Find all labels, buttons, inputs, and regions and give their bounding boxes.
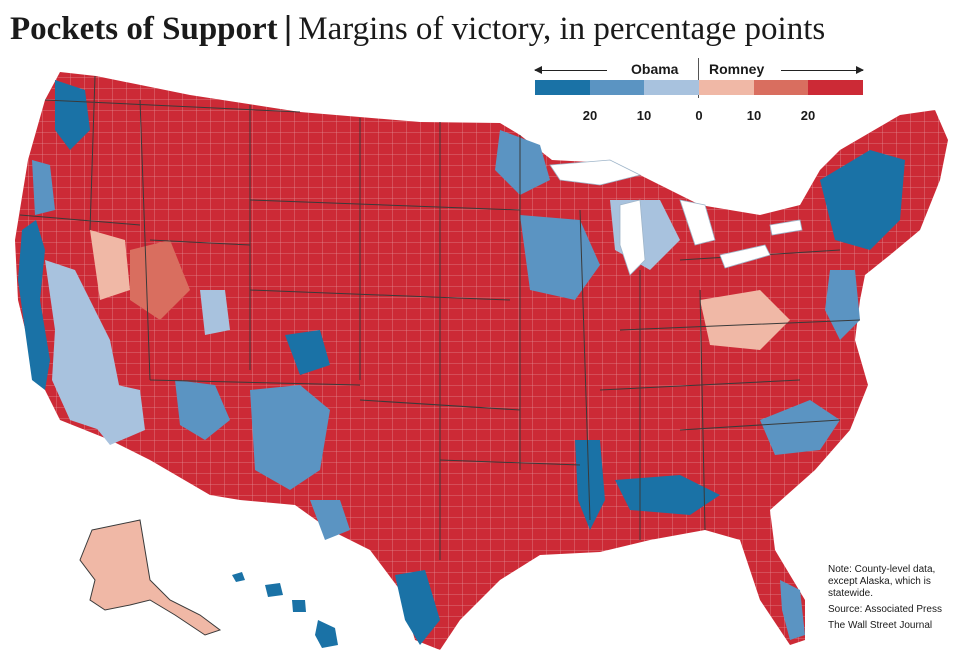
northeast-cluster (820, 150, 905, 250)
title-separator: | (283, 9, 293, 46)
southern-california-cluster (90, 380, 145, 445)
us-county-map (15, 72, 948, 650)
lake-ontario (769, 219, 803, 236)
arrow-right-icon (781, 66, 864, 74)
hawaii (232, 572, 338, 648)
lake-huron (679, 199, 716, 246)
hawaii-island-big (315, 620, 338, 648)
arizona-cluster (175, 380, 230, 440)
south-florida-cluster (780, 580, 805, 640)
legend-swatches (535, 80, 864, 95)
note-line: except Alaska, which is (828, 576, 931, 587)
great-lakes (549, 159, 803, 276)
new-mexico-cluster (250, 385, 330, 490)
note-line: statewide. (828, 588, 874, 599)
swatch-romney-mid (753, 80, 809, 95)
border-midwest-vertical (519, 135, 706, 540)
minnesota-cluster (495, 130, 550, 195)
map-notes: Note: County-level data, except Alaska, … (828, 564, 958, 632)
oregon-coast-cluster (32, 160, 55, 215)
color-legend: Obama Romney 20 10 0 10 20 (534, 58, 865, 128)
title-subtitle: Margins of victory, in percentage points (298, 11, 826, 47)
legend-divider (698, 58, 699, 98)
border-central-north (249, 105, 441, 560)
south-texas-cluster (395, 570, 440, 645)
map-title: Pockets of Support | Margins of victory, i… (10, 8, 825, 49)
upper-midwest-cluster (520, 215, 600, 300)
pacific-coast-cluster (18, 220, 50, 390)
legend-ticks: 20 10 0 10 20 (535, 108, 863, 124)
lake-superior (549, 159, 642, 186)
title-main: Pockets of Support (10, 11, 278, 47)
legend-label-romney: Romney (709, 61, 765, 77)
mid-atlantic-cluster (825, 270, 860, 340)
alaska (79, 519, 222, 636)
arrow-left-icon (534, 66, 607, 74)
lake-erie (719, 244, 771, 269)
border-southwest (359, 399, 581, 466)
swatch-obama-light (644, 80, 700, 95)
publisher-credit: The Wall Street Journal (828, 620, 933, 631)
conus-base (15, 72, 948, 650)
mississippi-delta-cluster (575, 440, 605, 530)
tick-label: 20 (582, 108, 598, 123)
appalachia-light-cluster (700, 290, 790, 350)
border-central-west (149, 199, 521, 386)
interior-west-mid-cluster (130, 240, 190, 320)
nevada-light-cluster (90, 230, 130, 300)
tick-label: 0 (695, 108, 703, 123)
swatch-obama-mid (589, 80, 645, 95)
tick-label: 10 (636, 108, 652, 123)
hawaii-island-3 (292, 600, 306, 612)
swatch-obama-strong (535, 80, 590, 95)
border-northwest (19, 75, 301, 381)
lake-michigan (619, 199, 646, 276)
hawaii-island-1 (232, 572, 245, 582)
utah-light-cluster (200, 290, 230, 335)
hawaii-island-2 (265, 583, 283, 597)
county-clusters (18, 80, 905, 645)
swatch-romney-light (699, 80, 754, 95)
swatch-romney-strong (808, 80, 864, 95)
seattle-cluster (55, 80, 90, 150)
state-borders (19, 75, 861, 560)
border-east (599, 249, 861, 431)
legend-label-obama: Obama (631, 61, 679, 77)
carolina-cluster (760, 400, 840, 455)
rio-grande-cluster (310, 500, 350, 540)
source-credit: Source: Associated Press (828, 604, 942, 615)
colorado-cluster (285, 330, 330, 375)
alaska-shape (79, 519, 222, 636)
black-belt-cluster (615, 475, 720, 515)
county-grid (15, 72, 948, 650)
note-line: Note: County-level data, (828, 564, 936, 575)
tick-label: 20 (800, 108, 816, 123)
tick-label: 10 (746, 108, 762, 123)
